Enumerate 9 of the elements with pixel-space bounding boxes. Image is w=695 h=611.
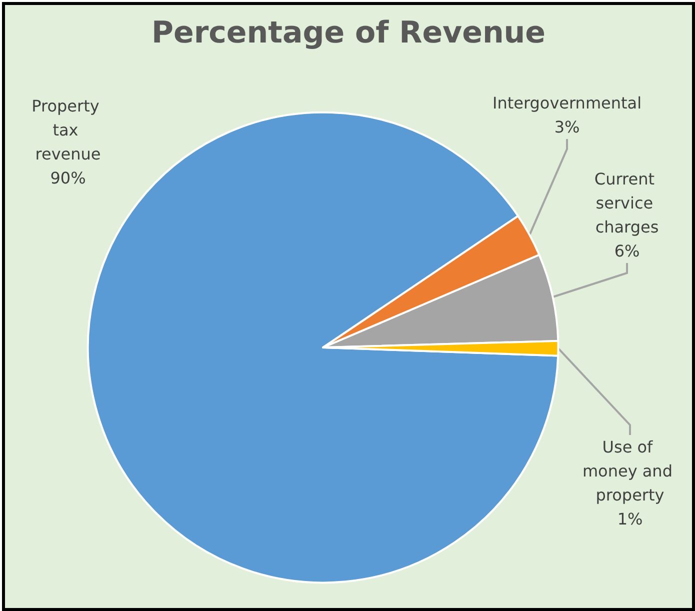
chart-title: Percentage of Revenue [152, 16, 546, 50]
slice-label: Property tax revenue [32, 96, 104, 164]
data-label: 90% [50, 168, 86, 188]
slice-label: Intergovernmental [492, 94, 642, 112]
data-label: 3% [554, 118, 580, 136]
slice-label: Use of money and property [582, 438, 678, 504]
slice-label: Current service charges [594, 170, 660, 236]
data-label: 6% [614, 242, 640, 260]
data-label: 1% [617, 510, 643, 528]
